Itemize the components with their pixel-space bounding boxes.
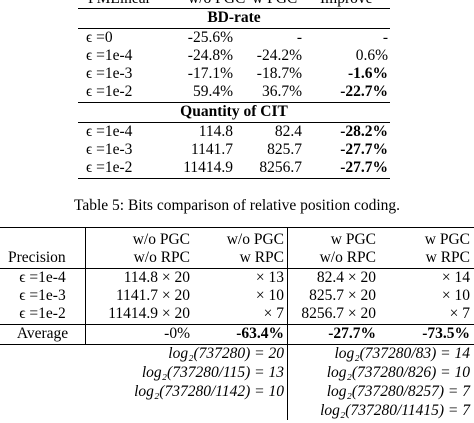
cell-average: -27.7% bbox=[328, 325, 376, 342]
cell: 82.4 bbox=[274, 123, 302, 140]
log-formula: log₂(737280/8257) = 7 bbox=[326, 383, 470, 400]
cell: 114.8 × 20 bbox=[123, 269, 190, 286]
cell: -24.2% bbox=[256, 47, 302, 64]
cell: 825.7 × 20 bbox=[309, 287, 376, 304]
row-label: ϵ =0 bbox=[86, 29, 113, 46]
section-title-bd-rate: BD-rate bbox=[207, 9, 261, 26]
table-caption: Table 5: Bits comparison of relative pos… bbox=[73, 197, 401, 214]
cell: -18.7% bbox=[256, 65, 302, 82]
cell-average: -63.4% bbox=[236, 325, 284, 342]
cell: -24.8% bbox=[187, 47, 233, 64]
section-title-cit: Quantity of CIT bbox=[180, 103, 288, 120]
cell: -25.6% bbox=[187, 29, 233, 46]
cell-improve: -1.6% bbox=[347, 65, 388, 82]
header-cell: w/o PGC bbox=[188, 0, 245, 8]
cell: 36.7% bbox=[261, 83, 302, 100]
rule bbox=[0, 344, 474, 345]
cell-improve: -27.7% bbox=[340, 159, 388, 176]
row-label-average: Average bbox=[16, 325, 69, 342]
rule bbox=[0, 227, 474, 228]
log-formula: log₂(737280) = 20 bbox=[168, 345, 284, 362]
rule bbox=[78, 8, 390, 9]
cell: 825.7 bbox=[267, 141, 302, 158]
header-precision: Precision bbox=[8, 249, 66, 266]
row-label: ϵ =1e-3 bbox=[86, 141, 133, 158]
column-divider bbox=[287, 227, 288, 420]
cell: - bbox=[382, 29, 388, 46]
rule bbox=[78, 178, 390, 179]
rule bbox=[0, 268, 474, 269]
row-label: ϵ =1e-3 bbox=[19, 287, 66, 304]
header-cell: w PGC bbox=[424, 231, 470, 248]
header-cell: w/o RPC bbox=[319, 249, 376, 266]
header-cell: w/o RPC bbox=[133, 249, 190, 266]
header-cell: w RPC bbox=[239, 249, 284, 266]
cell: 114.8 bbox=[198, 123, 233, 140]
cell: 8256.7 × 20 bbox=[301, 305, 376, 322]
log-formula: log₂(737280/1142) = 10 bbox=[134, 383, 284, 400]
header-cell: w PGC bbox=[252, 0, 297, 8]
cell-improve: -27.7% bbox=[340, 141, 388, 158]
row-label: ϵ =1e-4 bbox=[86, 47, 133, 64]
log-formula: log₂(737280/11415) = 7 bbox=[320, 402, 470, 419]
header-cell: w RPC bbox=[425, 249, 470, 266]
cell-improve: -22.7% bbox=[340, 83, 388, 100]
cell: 1141.7 bbox=[190, 141, 233, 158]
cell-improve: -28.2% bbox=[340, 123, 388, 140]
rule bbox=[78, 122, 390, 123]
row-label: ϵ =1e-2 bbox=[19, 305, 66, 322]
rule bbox=[0, 324, 474, 325]
cell: × 10 bbox=[255, 287, 284, 304]
cell: 11414.9 × 20 bbox=[108, 305, 190, 322]
cell-average: -0% bbox=[164, 325, 190, 342]
cell: 1141.7 × 20 bbox=[115, 287, 190, 304]
cell-average: -73.5% bbox=[422, 325, 470, 342]
header-cell: w/o PGC bbox=[226, 231, 284, 248]
row-label: ϵ =1e-4 bbox=[19, 269, 66, 286]
cell: 82.4 × 20 bbox=[316, 269, 376, 286]
cell: × 7 bbox=[263, 305, 284, 322]
row-label: ϵ =1e-3 bbox=[86, 65, 133, 82]
cell: 59.4% bbox=[192, 83, 233, 100]
log-formula: log₂(737280/826) = 10 bbox=[326, 364, 470, 381]
cell: × 7 bbox=[449, 305, 470, 322]
cell: -17.1% bbox=[187, 65, 233, 82]
cell: × 10 bbox=[441, 287, 470, 304]
cell: 11414.9 bbox=[183, 159, 233, 176]
cell: 0.6% bbox=[355, 47, 388, 64]
cell: - bbox=[296, 29, 302, 46]
row-label: ϵ =1e-2 bbox=[86, 159, 133, 176]
log-formula: log₂(737280/115) = 13 bbox=[141, 364, 284, 381]
header-cell: PMLinear bbox=[88, 0, 151, 8]
cell: 8256.7 bbox=[259, 159, 302, 176]
header-cell: Improve bbox=[320, 0, 373, 8]
row-label: ϵ =1e-2 bbox=[86, 83, 133, 100]
log-formula: log₂(737280/83) = 14 bbox=[334, 345, 470, 362]
cell: × 14 bbox=[441, 269, 470, 286]
cell: × 13 bbox=[255, 269, 284, 286]
header-cell: w/o PGC bbox=[132, 231, 190, 248]
rule bbox=[78, 102, 390, 103]
column-divider bbox=[85, 227, 86, 344]
rule bbox=[78, 28, 390, 29]
header-cell: w PGC bbox=[330, 231, 376, 248]
row-label: ϵ =1e-4 bbox=[86, 123, 133, 140]
